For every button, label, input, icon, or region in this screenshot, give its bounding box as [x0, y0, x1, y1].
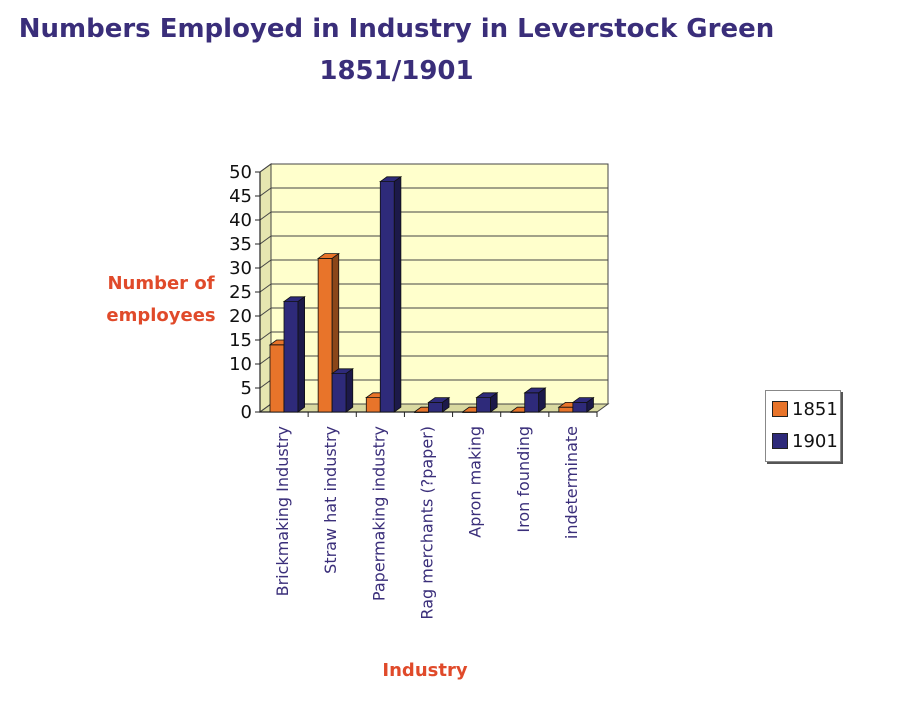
gridline-side: [259, 163, 272, 173]
legend-swatch-1851: [772, 401, 788, 417]
legend-label-1851: 1851: [792, 398, 838, 420]
bar-1901-3: [428, 401, 443, 413]
y-axis-label-line2: employees: [106, 305, 216, 326]
y-tick-label: 15: [229, 330, 252, 351]
legend-swatch-1901: [772, 433, 788, 449]
gridline-side: [259, 355, 272, 365]
y-tick-label: 5: [241, 378, 252, 399]
y-tick-label: 25: [229, 282, 252, 303]
y-tick-label: 10: [229, 354, 252, 375]
y-axis-label: Number of employees: [96, 268, 226, 332]
gridline-side: [259, 331, 272, 341]
gridline-side: [259, 211, 272, 221]
x-category-label: Rag merchants (?paper): [418, 426, 437, 620]
y-tick-label: 45: [229, 186, 252, 207]
bar-side-1901-0: [297, 296, 306, 413]
chart-subtitle: 1851/1901: [319, 56, 474, 86]
gridline-side: [259, 403, 272, 413]
gridline-side: [259, 259, 272, 269]
legend-item-1851: 1851: [772, 397, 838, 421]
bar-side-1901-3: [442, 396, 450, 413]
y-tick-label: 40: [229, 210, 252, 231]
x-axis-label: Industry: [382, 660, 468, 681]
x-category-label: Iron founding: [514, 426, 533, 533]
gridline-side: [259, 235, 272, 245]
gridline-side: [259, 187, 272, 197]
bar-1851-0: [269, 344, 285, 413]
gridline-side: [259, 379, 272, 389]
bar-1901-5: [524, 392, 540, 413]
bar-1851-6: [558, 406, 574, 413]
x-category-label: Straw hat industry: [321, 426, 340, 574]
y-axis-label-line1: Number of: [107, 273, 215, 294]
bar-1901-2: [379, 181, 395, 413]
bar-side-1901-2: [393, 176, 402, 413]
bar-1851-1: [317, 257, 333, 413]
y-tick-label: 35: [229, 234, 252, 255]
bar-side-1901-4: [490, 392, 498, 413]
chart-title: Numbers Employed in Industry in Leversto…: [18, 14, 775, 44]
gridline-side: [259, 283, 272, 293]
gridline-side: [259, 307, 272, 317]
bar-1901-1: [331, 373, 347, 413]
bar-1901-0: [283, 301, 299, 413]
x-category-label: Brickmaking Industry: [273, 426, 292, 596]
y-tick-label: 20: [229, 306, 252, 327]
bar-1851-2: [365, 397, 381, 413]
bar-side-1901-5: [538, 387, 546, 413]
legend-label-1901: 1901: [792, 430, 838, 452]
y-tick-label: 0: [241, 402, 252, 423]
bar-side-1901-6: [586, 396, 594, 413]
bar-1901-6: [572, 401, 588, 413]
legend-item-1901: 1901: [772, 429, 838, 453]
y-tick-label: 30: [229, 258, 252, 279]
x-category-label: Apron making: [466, 426, 485, 538]
x-category-label: indeterminate: [562, 426, 581, 539]
x-category-label: Papermaking industry: [369, 426, 388, 601]
bar-1901-4: [476, 397, 491, 413]
bar-side-1901-1: [345, 368, 354, 413]
y-tick-label: 50: [229, 162, 252, 183]
legend: 1851 1901: [765, 390, 841, 462]
